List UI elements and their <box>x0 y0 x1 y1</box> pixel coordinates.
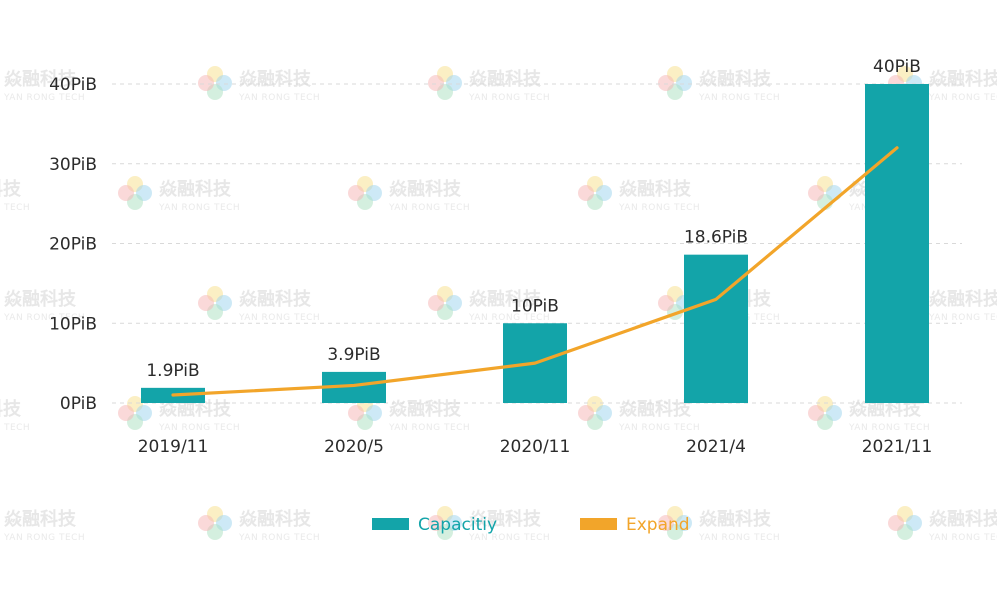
x-axis-tick-label: 2020/5 <box>324 437 384 457</box>
watermark-title: 焱融科技 <box>0 178 22 200</box>
watermark-tile: 焱融科技 YAN RONG TECH <box>578 396 700 433</box>
watermark-tile: 焱融科技 YAN RONG TECH <box>348 176 470 213</box>
watermark-title: 焱融科技 <box>928 288 997 310</box>
y-axis-tick-label: 30PiB <box>49 155 97 175</box>
watermark-subtitle: YAN RONG TECH <box>0 203 30 213</box>
legend-item-expand: Expand <box>580 515 690 535</box>
watermark-logo-petal <box>348 405 364 421</box>
watermark-subtitle: YAN RONG TECH <box>618 423 700 433</box>
watermark-subtitle: YAN RONG TECH <box>618 203 700 213</box>
watermark-logo-petal <box>428 75 444 91</box>
watermark-title: 焱融科技 <box>928 68 997 90</box>
bar <box>865 84 929 403</box>
watermark-logo-petal <box>808 185 824 201</box>
watermark-title: 焱融科技 <box>238 508 312 530</box>
bar-data-label: 1.9PiB <box>146 361 199 381</box>
watermark-subtitle: YAN RONG TECH <box>928 533 997 543</box>
watermark-logo-petal <box>658 295 674 311</box>
watermark-subtitle: YAN RONG TECH <box>698 93 780 103</box>
y-axis-tick-label: 20PiB <box>49 235 97 255</box>
watermark-logo-petal <box>428 295 444 311</box>
y-axis-tick-label: 10PiB <box>49 314 97 334</box>
watermark-subtitle: YAN RONG TECH <box>238 93 320 103</box>
x-axis-tick-label: 2019/11 <box>138 437 209 457</box>
y-axis-tick-label: 0PiB <box>60 394 97 414</box>
watermark-tile: 焱融科技 YAN RONG TECH <box>0 506 85 543</box>
bar-data-label: 18.6PiB <box>684 228 748 248</box>
watermark-logo-petal <box>658 75 674 91</box>
legend-label: Capacitiy <box>418 515 497 535</box>
watermark-subtitle: YAN RONG TECH <box>928 313 997 323</box>
watermark-tile: 焱融科技 YAN RONG TECH <box>118 176 240 213</box>
watermark-subtitle: YAN RONG TECH <box>238 533 320 543</box>
watermark-tile: 焱融科技 YAN RONG TECH <box>578 176 700 213</box>
watermark-title: 焱融科技 <box>388 398 462 420</box>
watermark-subtitle: YAN RONG TECH <box>3 533 85 543</box>
legend-item-capacity: Capacitiy <box>372 515 497 535</box>
watermark-logo-petal <box>198 515 214 531</box>
watermark-subtitle: YAN RONG TECH <box>158 423 240 433</box>
watermark-subtitle: YAN RONG TECH <box>0 423 30 433</box>
watermark-logo-petal <box>578 405 594 421</box>
bar-data-label: 10PiB <box>511 296 559 316</box>
watermark-subtitle: YAN RONG TECH <box>698 533 780 543</box>
watermark-logo-petal <box>808 405 824 421</box>
watermark-title: 焱融科技 <box>238 68 312 90</box>
x-axis-tick-label: 2021/11 <box>862 437 933 457</box>
legend-label: Expand <box>626 515 690 535</box>
watermark-subtitle: YAN RONG TECH <box>848 423 930 433</box>
watermark-subtitle: YAN RONG TECH <box>158 203 240 213</box>
watermark-tile: 焱融科技 YAN RONG TECH <box>0 176 30 213</box>
bar-data-label: 3.9PiB <box>327 345 380 365</box>
watermark-logo-petal <box>118 405 134 421</box>
watermark-title: 焱融科技 <box>928 508 997 530</box>
x-axis-tick-label: 2020/11 <box>500 437 571 457</box>
x-axis-tick-label: 2021/4 <box>686 437 746 457</box>
bar <box>684 255 748 403</box>
watermark-title: 焱融科技 <box>388 178 462 200</box>
watermark-title: 焱融科技 <box>238 288 312 310</box>
watermark-title: 焱融科技 <box>698 68 772 90</box>
watermark-title: 焱融科技 <box>0 398 22 420</box>
watermark-logo-petal <box>198 295 214 311</box>
watermark-subtitle: YAN RONG TECH <box>928 93 997 103</box>
watermark-logo-petal <box>578 185 594 201</box>
legend-swatch <box>372 518 409 530</box>
watermark-logo-petal <box>198 75 214 91</box>
y-axis-tick-label: 40PiB <box>49 75 97 95</box>
watermark-title: 焱融科技 <box>468 68 542 90</box>
watermark-logo-petal <box>888 515 904 531</box>
watermark-tile: 焱融科技 YAN RONG TECH <box>198 286 320 323</box>
watermark-logo-petal <box>118 185 134 201</box>
watermark-tile: 焱融科技 YAN RONG TECH <box>0 396 30 433</box>
watermark-tile: 焱融科技 YAN RONG TECH <box>888 506 997 543</box>
watermark-title: 焱融科技 <box>618 398 692 420</box>
watermark-tile: 焱融科技 YAN RONG TECH <box>198 506 320 543</box>
watermark-layer: 焱融科技 YAN RONG TECH 焱融科技 YAN RONG TECH 焱融科技 YA… <box>0 66 997 543</box>
watermark-title: 焱融科技 <box>3 288 77 310</box>
watermark-logo-petal <box>348 185 364 201</box>
watermark-subtitle: YAN RONG TECH <box>238 313 320 323</box>
watermark-subtitle: YAN RONG TECH <box>388 203 470 213</box>
watermark-title: 焱融科技 <box>158 178 232 200</box>
watermark-subtitle: YAN RONG TECH <box>388 423 470 433</box>
bar-data-label: 40PiB <box>873 57 921 77</box>
watermark-title: 焱融科技 <box>618 178 692 200</box>
watermark-title: 焱融科技 <box>3 508 77 530</box>
watermark-title: 焱融科技 <box>698 508 772 530</box>
legend-swatch <box>580 518 617 530</box>
watermark-subtitle: YAN RONG TECH <box>468 93 550 103</box>
